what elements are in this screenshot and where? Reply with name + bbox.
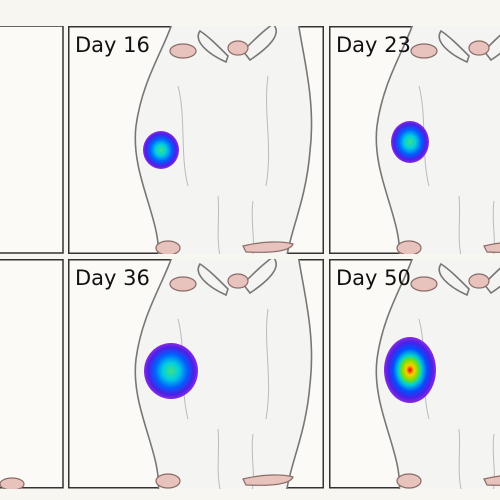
panel-frame xyxy=(0,259,64,489)
panel-frame xyxy=(0,26,64,254)
panel: Day 50 xyxy=(329,259,500,489)
signal xyxy=(384,337,436,403)
signal xyxy=(144,343,198,399)
day-label: Day 50 xyxy=(336,266,411,290)
panel xyxy=(0,259,64,489)
day-label: Day 23 xyxy=(336,33,411,57)
day-label: Day 16 xyxy=(75,33,150,57)
signal xyxy=(143,131,179,169)
panel: Day 16 xyxy=(68,26,324,254)
panel xyxy=(0,26,64,254)
day-label: Day 36 xyxy=(75,266,150,290)
signal xyxy=(391,121,429,163)
panel: Day 36 xyxy=(68,259,324,489)
panel: Day 23 xyxy=(329,26,500,254)
